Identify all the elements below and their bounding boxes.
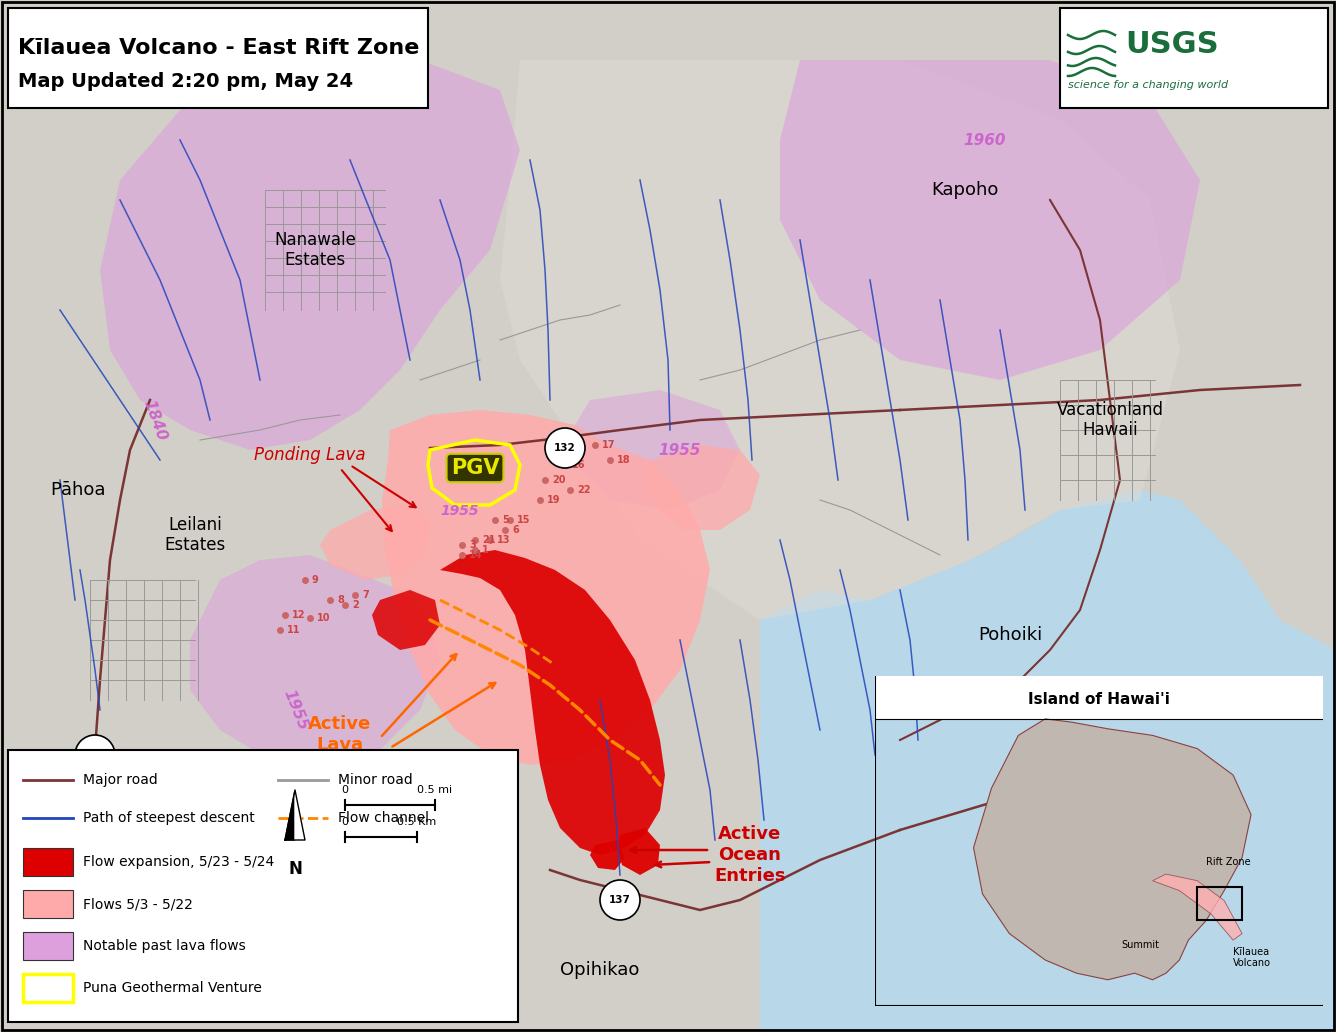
Text: 9: 9 — [313, 575, 319, 585]
Bar — [1197, 888, 1242, 921]
Polygon shape — [285, 791, 295, 840]
Text: 3: 3 — [469, 540, 476, 550]
Text: 0: 0 — [342, 785, 349, 795]
Text: 11: 11 — [287, 625, 301, 635]
Text: 1955: 1955 — [441, 504, 480, 518]
Bar — [23, 932, 73, 960]
Text: Minor road: Minor road — [338, 773, 413, 787]
Polygon shape — [440, 550, 665, 854]
Text: Kīlauea
Volcano: Kīlauea Volcano — [1233, 946, 1271, 968]
Text: 10: 10 — [317, 613, 330, 623]
Text: 130: 130 — [84, 750, 106, 760]
Text: 12: 12 — [293, 610, 306, 620]
Polygon shape — [321, 505, 430, 580]
Polygon shape — [382, 410, 709, 765]
Text: 1840: 1840 — [291, 53, 319, 98]
Polygon shape — [295, 791, 305, 840]
Text: Active
Ocean
Entries: Active Ocean Entries — [715, 826, 786, 884]
Bar — [23, 848, 73, 876]
Text: 6: 6 — [512, 525, 518, 535]
Bar — [23, 890, 73, 918]
Bar — [23, 974, 73, 1002]
Polygon shape — [760, 490, 1336, 1032]
Text: Flow channel: Flow channel — [338, 811, 429, 825]
Text: 1955: 1955 — [659, 443, 701, 458]
Circle shape — [75, 735, 115, 775]
Text: USGS: USGS — [1125, 30, 1218, 59]
Text: 0: 0 — [342, 817, 349, 827]
Text: Flows 5/3 - 5/22: Flows 5/3 - 5/22 — [83, 897, 192, 911]
Text: Leilani
Estates: Leilani Estates — [164, 516, 226, 554]
Text: Summit: Summit — [1121, 940, 1160, 950]
Polygon shape — [591, 840, 625, 870]
Text: 13: 13 — [497, 535, 510, 545]
Text: Kapoho: Kapoho — [931, 181, 999, 199]
Text: Pāhoa: Pāhoa — [51, 481, 106, 499]
Circle shape — [545, 428, 585, 467]
Text: PGV: PGV — [450, 458, 500, 478]
Polygon shape — [974, 719, 1250, 979]
Text: 14: 14 — [469, 550, 482, 560]
Text: 137: 137 — [609, 895, 631, 905]
Text: science for a changing world: science for a changing world — [1067, 80, 1228, 90]
Polygon shape — [645, 445, 760, 530]
Text: Opihikao: Opihikao — [560, 961, 640, 979]
Text: Pohoiki: Pohoiki — [978, 626, 1042, 644]
Text: Active
Lava
Channels: Active Lava Channels — [294, 715, 386, 775]
Polygon shape — [780, 60, 1200, 380]
Text: Major road: Major road — [83, 773, 158, 787]
Text: Vacationland
Hawaii: Vacationland Hawaii — [1057, 400, 1164, 440]
Text: 16: 16 — [572, 460, 585, 470]
Bar — [1059, 8, 1328, 108]
Text: 1840: 1840 — [140, 398, 170, 443]
Text: 2: 2 — [351, 600, 359, 610]
Polygon shape — [100, 60, 520, 450]
Polygon shape — [500, 60, 1180, 620]
Text: Island of Hawai'i: Island of Hawai'i — [1027, 691, 1170, 707]
Text: 1955: 1955 — [281, 688, 310, 733]
Text: Ponding Lava: Ponding Lava — [254, 446, 366, 464]
Text: Flow expansion, 5/23 - 5/24: Flow expansion, 5/23 - 5/24 — [83, 854, 274, 869]
Text: 5: 5 — [502, 515, 509, 525]
Polygon shape — [371, 590, 440, 650]
Text: 21: 21 — [482, 535, 496, 545]
Bar — [8, 8, 428, 108]
Text: Puna Geothermal Venture: Puna Geothermal Venture — [83, 981, 262, 995]
Text: 1: 1 — [482, 545, 489, 555]
Text: 19: 19 — [546, 495, 561, 505]
Text: Notable past lava flows: Notable past lava flows — [83, 939, 246, 953]
Polygon shape — [1153, 874, 1242, 940]
Text: 8: 8 — [337, 595, 343, 605]
Text: 20: 20 — [552, 475, 565, 485]
Text: 132: 132 — [554, 443, 576, 453]
Text: 0.5 Km: 0.5 Km — [397, 817, 437, 827]
Text: 15: 15 — [517, 515, 530, 525]
Polygon shape — [619, 828, 660, 875]
Circle shape — [600, 880, 640, 920]
Text: N: N — [289, 860, 302, 878]
Text: 18: 18 — [617, 455, 631, 465]
Text: 17: 17 — [603, 440, 616, 450]
Polygon shape — [190, 555, 440, 770]
Text: Kīlauea Volcano - East Rift Zone: Kīlauea Volcano - East Rift Zone — [17, 38, 420, 58]
Polygon shape — [572, 390, 740, 510]
Text: 0.5 mi: 0.5 mi — [417, 785, 453, 795]
Bar — [875, 676, 1323, 719]
Text: Map Updated 2:20 pm, May 24: Map Updated 2:20 pm, May 24 — [17, 72, 353, 91]
Text: Rift Zone: Rift Zone — [1206, 858, 1250, 868]
Text: 1960: 1960 — [963, 133, 1006, 148]
Text: Nanawale
Estates: Nanawale Estates — [274, 230, 355, 269]
Text: 22: 22 — [577, 485, 591, 495]
Text: 7: 7 — [362, 590, 369, 600]
Text: Path of steepest descent: Path of steepest descent — [83, 811, 255, 825]
Bar — [8, 750, 518, 1022]
